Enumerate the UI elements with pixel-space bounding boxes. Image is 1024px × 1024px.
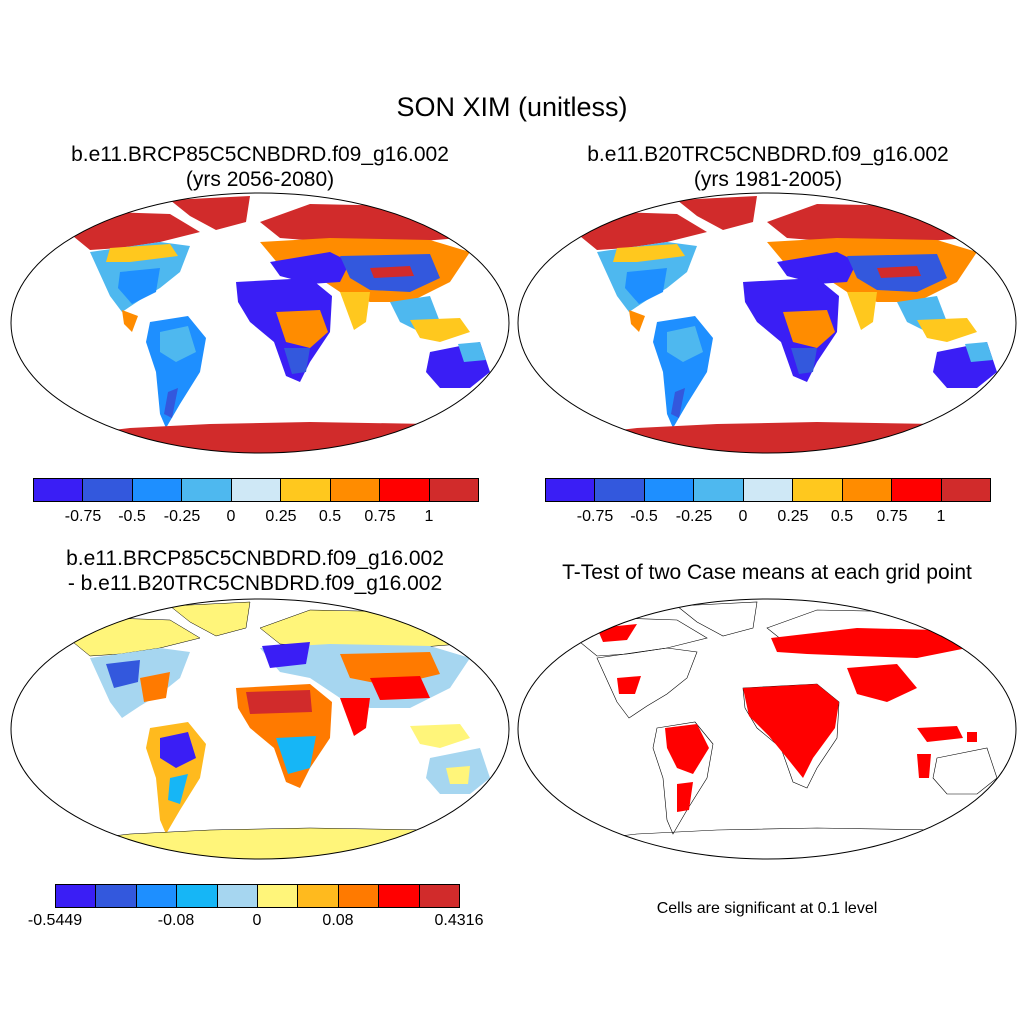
figure-title: SON XIM (unitless) (396, 92, 628, 122)
colorbar-box (743, 479, 794, 501)
map-future (10, 192, 510, 454)
colorbar-difference-label: 0 (252, 912, 262, 929)
significance-cells (518, 601, 1016, 849)
panel-future-title: b.e11.BRCP85C5CNBDRD.f09_g16.002 (yrs 20… (40, 142, 480, 192)
map-outline (10, 598, 510, 860)
panel-difference-title-line2: - b.e11.B20TRC5CNBDRD.f09_g16.002 (67, 572, 443, 595)
panel-historical-title-line1: b.e11.B20TRC5CNBDRD.f09_g16.002 (587, 143, 949, 166)
colorbar-box (56, 885, 97, 907)
colorbar-historical-label: -0.5 (630, 508, 658, 525)
colorbar-future (33, 478, 479, 502)
land-fields-future (11, 196, 509, 453)
colorbar-future-label: 0.25 (265, 508, 297, 525)
colorbar-difference (55, 884, 460, 908)
colorbar-future-label: 1 (424, 508, 434, 525)
colorbar-box (842, 479, 893, 501)
colorbar-box (380, 479, 430, 501)
map-outline (517, 192, 1017, 454)
map-outline (517, 598, 1017, 860)
map-ttest (517, 598, 1017, 860)
panel-future-title-line2: (yrs 2056-2080) (185, 168, 335, 191)
land-fields-historical (518, 196, 1016, 453)
colorbar-box (694, 479, 744, 501)
colorbar-box (132, 479, 183, 501)
colorbar-box (330, 479, 381, 501)
colorbar-box (595, 479, 645, 501)
colorbar-historical-label: 0 (738, 508, 748, 525)
map-outline (10, 192, 510, 454)
colorbar-box (177, 885, 218, 907)
colorbar-box (83, 479, 133, 501)
colorbar-box (338, 885, 380, 907)
colorbar-box (941, 479, 990, 501)
colorbar-box (892, 479, 942, 501)
panel-ttest-title: T-Test of two Case means at each grid po… (562, 561, 972, 584)
colorbar-future-label: 0.5 (318, 508, 342, 525)
colorbar-future-label: 0 (226, 508, 236, 525)
colorbar-box (298, 885, 339, 907)
colorbar-historical (545, 478, 991, 502)
colorbar-box (258, 885, 299, 907)
colorbar-box (281, 479, 331, 501)
colorbar-difference-label: 0.4316 (434, 912, 484, 929)
colorbar-historical-label: 0.25 (777, 508, 809, 525)
colorbar-historical-label: 0.5 (830, 508, 854, 525)
colorbar-difference-label: -0.08 (157, 912, 195, 929)
colorbar-historical-label: 1 (936, 508, 946, 525)
colorbar-historical-label: -0.75 (576, 508, 614, 525)
colorbar-future-label: -0.25 (163, 508, 201, 525)
significant-cells (597, 624, 977, 812)
colorbar-historical-label: -0.25 (675, 508, 713, 525)
panel-historical-title-line2: (yrs 1981-2005) (693, 168, 843, 191)
colorbar-box (182, 479, 232, 501)
significance-note: Cells are significant at 0.1 level (656, 900, 878, 917)
colorbar-box (217, 885, 259, 907)
colorbar-box (379, 885, 420, 907)
colorbar-difference-label: -0.5449 (27, 912, 83, 929)
map-difference (10, 598, 510, 860)
colorbar-future-label: -0.75 (64, 508, 102, 525)
colorbar-box (34, 479, 84, 501)
colorbar-box (96, 885, 137, 907)
panel-difference-title: b.e11.BRCP85C5CNBDRD.f09_g16.002 - b.e11… (30, 546, 480, 596)
panel-difference-title-line1: b.e11.BRCP85C5CNBDRD.f09_g16.002 (66, 547, 444, 570)
colorbar-box (429, 479, 478, 501)
colorbar-box (231, 479, 282, 501)
panel-future-title-line1: b.e11.BRCP85C5CNBDRD.f09_g16.002 (71, 143, 449, 166)
colorbar-future-label: 0.75 (364, 508, 396, 525)
colorbar-box (644, 479, 695, 501)
map-historical (517, 192, 1017, 454)
colorbar-box (793, 479, 843, 501)
colorbar-future-label: -0.5 (118, 508, 146, 525)
panel-historical-title: b.e11.B20TRC5CNBDRD.f09_g16.002 (yrs 198… (548, 142, 988, 192)
colorbar-box (419, 885, 460, 907)
colorbar-historical-label: 0.75 (876, 508, 908, 525)
colorbar-box (546, 479, 596, 501)
colorbar-box (136, 885, 178, 907)
colorbar-difference-label: 0.08 (322, 912, 354, 929)
